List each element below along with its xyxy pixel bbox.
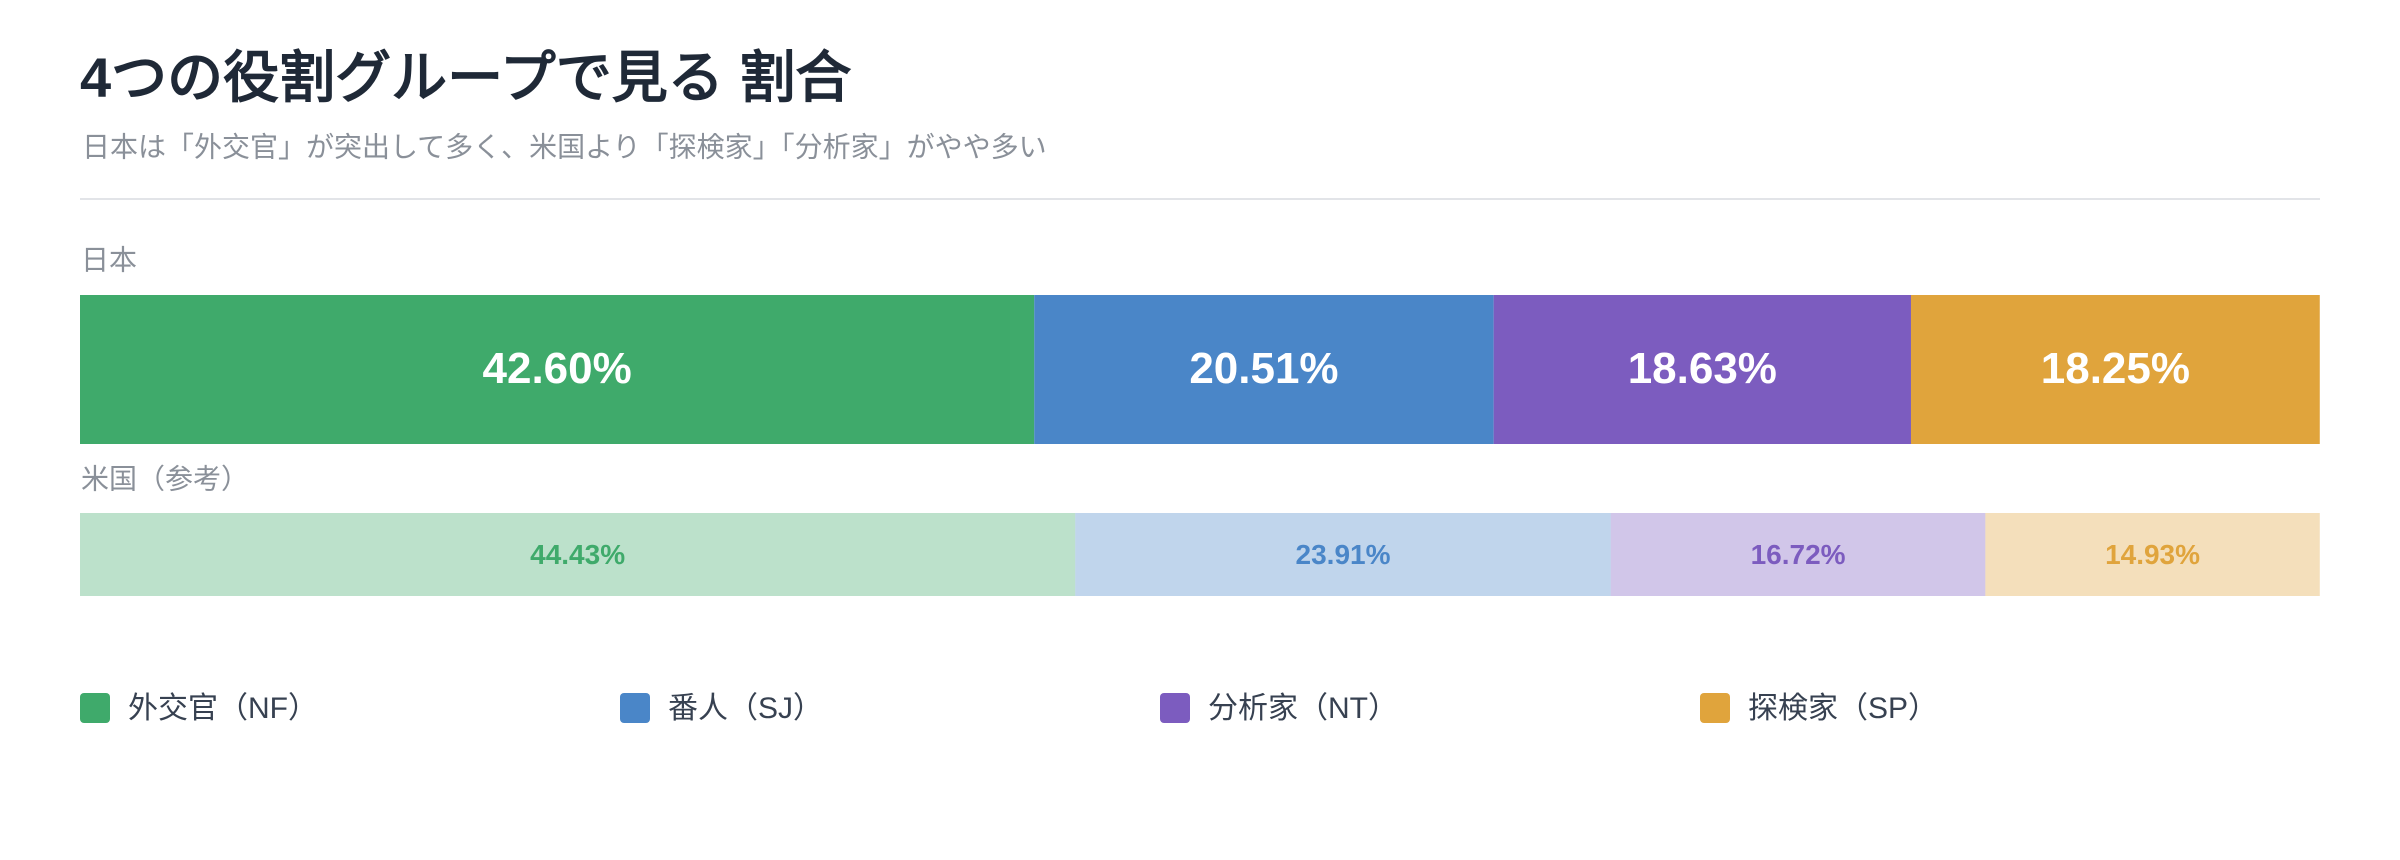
bar-segment <box>80 295 1035 444</box>
value-label: 42.60% <box>483 344 632 393</box>
legend-label: 番人（SJ） <box>668 692 823 725</box>
bar-segment <box>1493 295 1911 444</box>
value-label: 14.93% <box>2105 539 2200 570</box>
bar-segment <box>1610 513 1986 596</box>
legend-swatch <box>1160 693 1190 723</box>
value-label: 44.43% <box>530 539 625 570</box>
legend-label: 分析家（NT） <box>1208 692 1398 725</box>
value-label: 23.91% <box>1296 539 1391 570</box>
legend-swatch <box>80 693 110 723</box>
bar-segment <box>1034 295 1494 444</box>
legend-swatch <box>620 693 650 723</box>
bar-segment <box>80 513 1076 596</box>
row-label: 米国（参考） <box>81 463 249 494</box>
bar-segment <box>1985 513 2320 596</box>
value-label: 18.63% <box>1628 344 1777 393</box>
legend-swatch <box>1700 693 1730 723</box>
legend-label: 探検家（SP） <box>1748 692 1938 725</box>
value-label: 18.25% <box>2041 344 2190 393</box>
legend-label: 外交官（NF） <box>128 692 318 725</box>
value-label: 20.51% <box>1189 344 1338 393</box>
bar-segment <box>1910 295 2320 444</box>
value-label: 16.72% <box>1751 539 1846 570</box>
bar-segment <box>1075 513 1611 596</box>
chart-subtitle: 日本は「外交官」が突出して多く、米国より「探検家」「分析家」がやや多い <box>82 131 1047 162</box>
row-label: 日本 <box>81 244 137 275</box>
chart-title: 4つの役割グループで見る 割合 <box>80 46 851 109</box>
